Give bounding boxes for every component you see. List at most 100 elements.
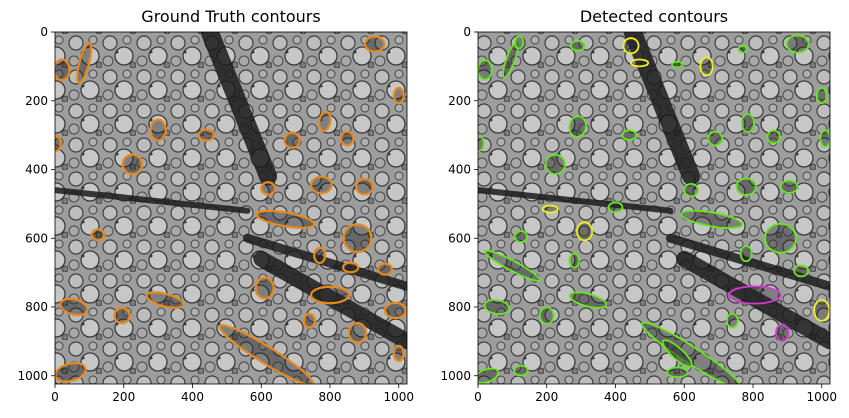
- membrane-structure: [55, 187, 251, 214]
- contour: [392, 86, 405, 105]
- contour: [55, 58, 71, 82]
- chart-title-detected: Detected contours: [579, 7, 729, 26]
- contour: [739, 245, 753, 263]
- contour: [347, 322, 368, 344]
- contour: [707, 130, 723, 147]
- contour: [484, 249, 541, 282]
- axes-frame: [54, 31, 408, 385]
- y-tick-label: 200: [448, 94, 471, 108]
- contour: [683, 183, 699, 198]
- contour: [513, 230, 529, 243]
- contour: [355, 178, 374, 196]
- contour: [121, 153, 144, 176]
- membrane-structure: [253, 250, 407, 350]
- contour: [283, 131, 301, 149]
- x-tick-label: 400: [181, 390, 204, 404]
- x-tick-label: 0: [51, 390, 59, 404]
- contour: [568, 252, 580, 269]
- contour: [680, 209, 744, 229]
- contour: [55, 361, 87, 383]
- chart-title-ground-truth: Ground Truth contours: [141, 7, 321, 26]
- panel-detected: [478, 32, 830, 384]
- y-tick-label: 800: [448, 300, 471, 314]
- y-tick-label: 200: [25, 94, 48, 108]
- contour: [218, 324, 315, 384]
- contour: [819, 129, 830, 148]
- contour: [779, 179, 799, 194]
- y-tick-label: 1000: [17, 369, 48, 383]
- contour: [254, 276, 275, 300]
- contour: [392, 344, 405, 363]
- contour: [538, 306, 555, 325]
- contour: [113, 306, 131, 325]
- contour: [514, 35, 525, 50]
- contour: [502, 40, 520, 79]
- contour: [816, 87, 828, 105]
- contour: [568, 291, 608, 309]
- x-tick-label: 600: [673, 390, 696, 404]
- membrane-structure: [243, 233, 407, 291]
- y-tick-label: 800: [25, 300, 48, 314]
- panel-ground-truth: [55, 32, 407, 384]
- y-tick-label: 1000: [440, 369, 471, 383]
- contour: [728, 285, 782, 305]
- contour: [342, 223, 373, 254]
- contour: [670, 61, 684, 69]
- contour: [737, 44, 748, 54]
- contour: [483, 298, 511, 316]
- x-tick-label: 200: [535, 390, 558, 404]
- membrane-structure: [200, 32, 278, 186]
- x-tick-label: 800: [742, 390, 765, 404]
- contour: [607, 201, 624, 214]
- contour: [302, 312, 316, 329]
- contour: [55, 135, 62, 152]
- contour: [478, 367, 499, 384]
- contour: [641, 321, 742, 384]
- contour: [569, 40, 586, 52]
- membrane-structure: [666, 233, 830, 291]
- y-tick-label: 0: [463, 25, 471, 39]
- contour: [339, 130, 355, 147]
- contour: [260, 181, 277, 196]
- contour: [149, 118, 167, 142]
- contour: [309, 285, 351, 305]
- contour: [363, 35, 386, 53]
- contour: [313, 246, 327, 265]
- x-tick-label: 400: [604, 390, 627, 404]
- contour: [699, 56, 714, 77]
- contour: [813, 299, 830, 322]
- contour: [309, 175, 333, 195]
- contour: [377, 262, 393, 276]
- axes-frame: [477, 31, 831, 385]
- contour: [630, 58, 650, 68]
- contour: [766, 129, 781, 144]
- x-tick-label: 1000: [383, 390, 414, 404]
- contour: [666, 366, 689, 379]
- contour: [76, 41, 93, 84]
- contour: [541, 204, 559, 214]
- membrane-structure: [676, 250, 830, 350]
- x-tick-label: 800: [319, 390, 342, 404]
- membrane-structure: [623, 32, 701, 186]
- y-tick-label: 0: [40, 25, 48, 39]
- contour: [383, 301, 407, 320]
- contour: [725, 312, 739, 329]
- contour: [740, 113, 755, 133]
- x-tick-label: 0: [474, 390, 482, 404]
- contour: [622, 37, 640, 55]
- contour: [576, 221, 594, 242]
- membrane-structure: [478, 187, 674, 214]
- contour: [90, 228, 106, 242]
- x-tick-label: 1000: [806, 390, 837, 404]
- contour: [621, 129, 638, 141]
- contour: [764, 222, 797, 254]
- contour: [735, 177, 757, 196]
- y-tick-label: 600: [448, 231, 471, 245]
- y-tick-label: 400: [448, 163, 471, 177]
- contour: [145, 291, 185, 309]
- contour: [341, 261, 360, 274]
- contour: [661, 339, 693, 368]
